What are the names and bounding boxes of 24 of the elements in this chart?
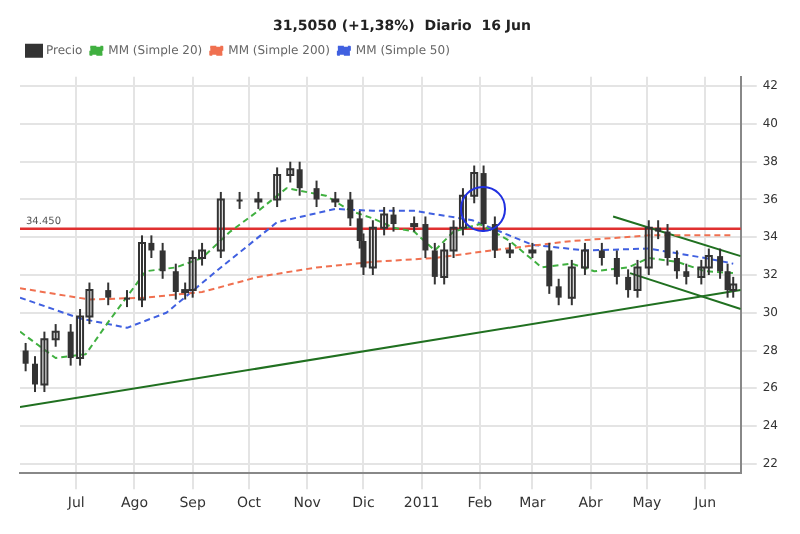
candlestick [347,190,354,227]
candlestick [546,241,553,295]
candlestick [673,249,680,280]
line-series [20,187,735,360]
candlestick [22,341,29,373]
candlestick [138,234,146,309]
candlestick [717,247,724,280]
candlestick [286,160,295,184]
candlestick [40,330,49,394]
candlestick [613,249,620,286]
candlestick [580,241,589,276]
candlestick [51,323,60,348]
candlestick [704,247,713,276]
candlestick [216,190,225,260]
candlestick [598,241,605,267]
candlestick [273,166,282,209]
candlestick [567,258,576,307]
candlestick [664,223,671,267]
candlestick [422,215,429,260]
candlestick [313,179,320,209]
candlestick [159,241,166,280]
candlestick [555,277,562,307]
candlestick [105,281,112,307]
candlestick [683,262,690,286]
